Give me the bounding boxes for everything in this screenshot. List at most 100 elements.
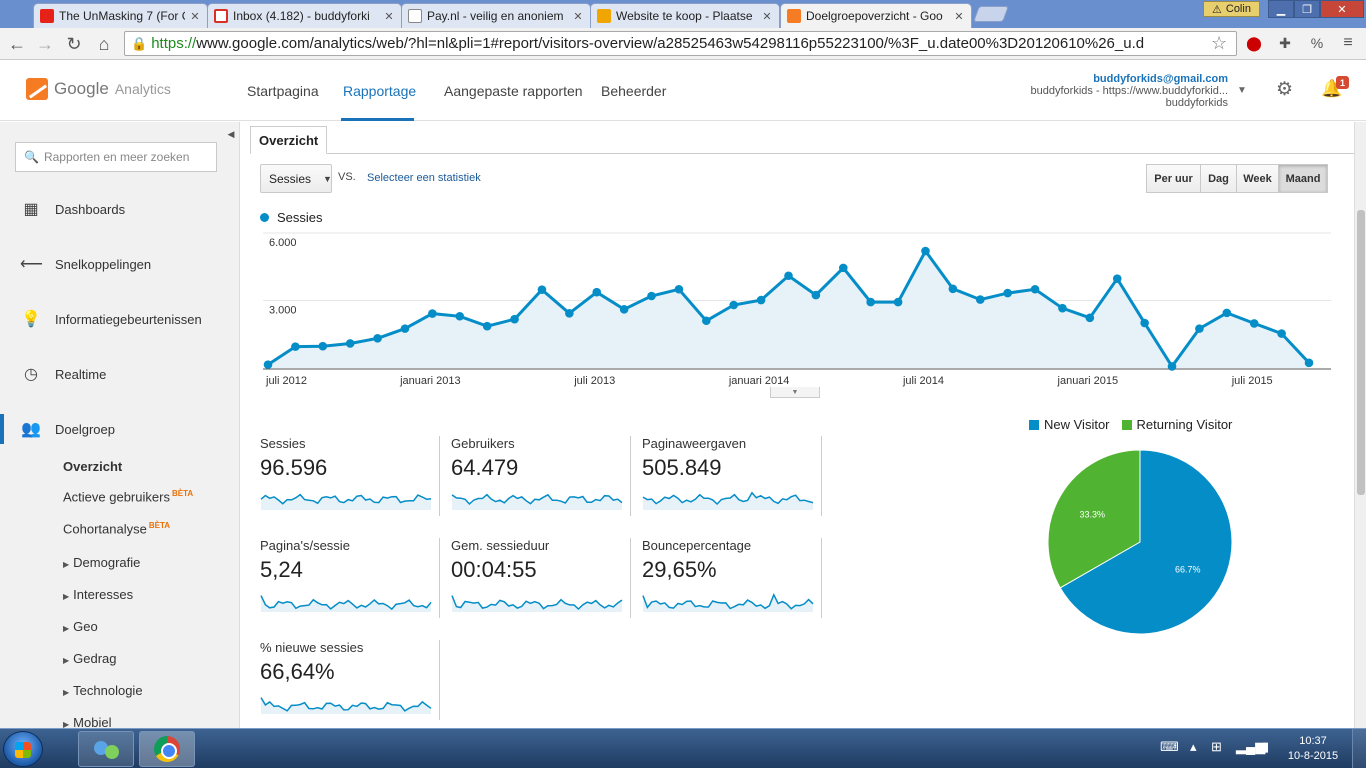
data-point[interactable] [1112, 274, 1122, 283]
tab-overzicht[interactable]: Overzicht [250, 126, 328, 154]
data-point[interactable] [674, 284, 684, 294]
maximize-button[interactable]: ❐ [1294, 0, 1320, 18]
pie-legend-returning-visitor[interactable]: Returning Visitor [1121, 417, 1232, 432]
metric-sessies[interactable]: Sessies 96.596 [260, 436, 440, 516]
percent-extension-icon[interactable]: % [1310, 35, 1324, 51]
browser-user-badge[interactable]: ⚠ Colin [1203, 1, 1260, 17]
reload-icon[interactable]: ↻ [66, 33, 82, 54]
sidebar-sub-geo[interactable]: ▶ Geo [63, 619, 98, 634]
forward-icon[interactable]: → [36, 33, 54, 54]
close-icon[interactable]: ✕ [762, 10, 772, 23]
metric-gebruikers[interactable]: Gebruikers 64.479 [451, 436, 631, 516]
data-point[interactable] [428, 309, 437, 318]
close-icon[interactable]: ✕ [190, 10, 200, 23]
data-point[interactable] [811, 290, 821, 300]
extension-icon[interactable]: ⬤ [1246, 34, 1262, 51]
page-scrollbar[interactable] [1354, 122, 1366, 728]
data-point[interactable] [866, 297, 875, 307]
nav-beheerder[interactable]: Beheerder [601, 83, 667, 99]
browser-tab-1[interactable]: The UnMasking 7 (For Ger ✕ [33, 3, 208, 28]
data-point[interactable] [373, 334, 382, 343]
data-point[interactable] [1222, 308, 1232, 318]
data-point[interactable] [345, 339, 355, 348]
address-bar[interactable]: 🔒 https://www.google.com/analytics/web/?… [124, 31, 1237, 56]
scrollbar-thumb[interactable] [1357, 210, 1365, 495]
chevron-up-icon[interactable]: ▴ [1190, 739, 1197, 754]
data-point[interactable] [893, 297, 903, 307]
windows-start-button[interactable] [3, 731, 43, 767]
sidebar-sub-technologie[interactable]: ▶ Technologie [63, 683, 143, 698]
account-selector[interactable]: buddyforkids@gmail.com buddyforkids - ht… [1031, 73, 1228, 109]
browser-tab-4[interactable]: Website te koop - Plaatse ✕ [590, 3, 780, 28]
data-point[interactable] [729, 300, 739, 310]
puzzle-icon[interactable]: ✚ [1279, 34, 1291, 51]
data-point[interactable] [784, 271, 793, 281]
data-point[interactable] [1304, 358, 1314, 368]
back-icon[interactable]: ← [8, 33, 26, 54]
close-icon[interactable]: ✕ [573, 10, 583, 23]
sidebar-sub-mobiel[interactable]: ▶ Mobiel [63, 715, 111, 730]
sidebar-item-dashboards[interactable]: ▦ Dashboards [0, 194, 239, 224]
sidebar-sub-actieve-gebruikers[interactable]: Actieve gebruikers BÈTA [63, 489, 193, 504]
data-point[interactable] [510, 314, 519, 324]
taskbar-clock[interactable]: 10:37 10-8-2015 [1281, 734, 1345, 764]
data-point[interactable] [619, 304, 629, 314]
data-point[interactable] [1003, 288, 1012, 298]
windows-flag-icon[interactable]: ⊞ [1211, 739, 1222, 754]
chart-resize-handle[interactable]: ▼ [770, 387, 820, 398]
nav-startpagina[interactable]: Startpagina [247, 83, 319, 99]
data-point[interactable] [291, 342, 300, 351]
data-point[interactable] [921, 246, 930, 256]
period-maand-button[interactable]: Maand [1278, 164, 1328, 193]
data-point[interactable] [318, 341, 328, 351]
bookmark-star-icon[interactable]: ☆ [1211, 33, 1228, 53]
metric-paginas-per-sessie[interactable]: Pagina's/sessie 5,24 [260, 538, 440, 618]
data-point[interactable] [1058, 303, 1067, 313]
sidebar-sub-gedrag[interactable]: ▶ Gedrag [63, 651, 117, 666]
data-point[interactable] [838, 263, 848, 273]
select-statistic-link[interactable]: Selecteer een statistiek [367, 172, 481, 184]
pie-slice-new-visitor[interactable] [1059, 449, 1233, 635]
signal-icon[interactable]: ▂▄▆ [1236, 739, 1266, 754]
new-tab-button[interactable] [973, 6, 1009, 22]
data-point[interactable] [1167, 362, 1177, 371]
close-icon[interactable]: ✕ [384, 10, 394, 23]
data-point[interactable] [263, 360, 273, 369]
sidebar-item-informatiegebeurtenissen[interactable]: 💡 Informatiegebeurtenissen [0, 304, 239, 334]
minimize-button[interactable]: ▁ [1268, 0, 1294, 18]
sidebar-sub-demografie[interactable]: ▶ Demografie [63, 555, 140, 570]
pie-slice-returning-visitor[interactable] [1047, 449, 1141, 589]
browser-tab-5[interactable]: Doelgroepoverzicht - Goo ✕ [780, 3, 972, 28]
home-icon[interactable]: ⌂ [98, 33, 110, 54]
collapse-sidebar-icon[interactable]: ◀ [227, 128, 235, 139]
data-point[interactable] [702, 316, 711, 326]
show-desktop-button[interactable] [1352, 729, 1366, 768]
close-window-button[interactable]: ✕ [1320, 0, 1364, 18]
metric-paginaweergaven[interactable]: Paginaweergaven 505.849 [642, 436, 822, 516]
data-point[interactable] [1085, 313, 1095, 323]
data-point[interactable] [482, 321, 492, 331]
close-icon[interactable]: ✕ [954, 10, 964, 23]
data-point[interactable] [537, 285, 547, 294]
data-point[interactable] [565, 309, 574, 318]
battery-icon[interactable]: ▮ [1262, 739, 1270, 754]
nav-rapportage[interactable]: Rapportage [343, 83, 417, 99]
data-point[interactable] [592, 287, 602, 297]
sidebar-item-realtime[interactable]: ◷ Realtime [0, 359, 239, 389]
sidebar-item-doelgroep[interactable]: 👥 Doelgroep [0, 414, 239, 444]
browser-tab-3[interactable]: Pay.nl - veilig en anoniem ✕ [401, 3, 591, 28]
sidebar-sub-cohortanalyse[interactable]: Cohortanalyse BÈTA [63, 521, 170, 536]
sidebar-sub-overzicht[interactable]: Overzicht [63, 459, 123, 474]
sidebar-item-snelkoppelingen[interactable]: ⟵ Snelkoppelingen [0, 249, 239, 279]
keyboard-icon[interactable]: ⌨ [1160, 739, 1179, 754]
data-point[interactable] [400, 324, 410, 333]
menu-icon[interactable]: ≡ [1343, 34, 1353, 51]
metric-bouncepercentage[interactable]: Bouncepercentage 29,65% [642, 538, 822, 618]
taskbar-network-app[interactable] [78, 731, 134, 767]
metric-select[interactable]: Sessies ▼ [260, 164, 332, 193]
browser-tab-2[interactable]: Inbox (4.182) - buddyforki ✕ [207, 3, 402, 28]
data-point[interactable] [948, 284, 958, 294]
gear-icon[interactable]: ⚙ [1276, 79, 1294, 100]
data-point[interactable] [1249, 319, 1259, 328]
data-point[interactable] [1277, 329, 1286, 338]
